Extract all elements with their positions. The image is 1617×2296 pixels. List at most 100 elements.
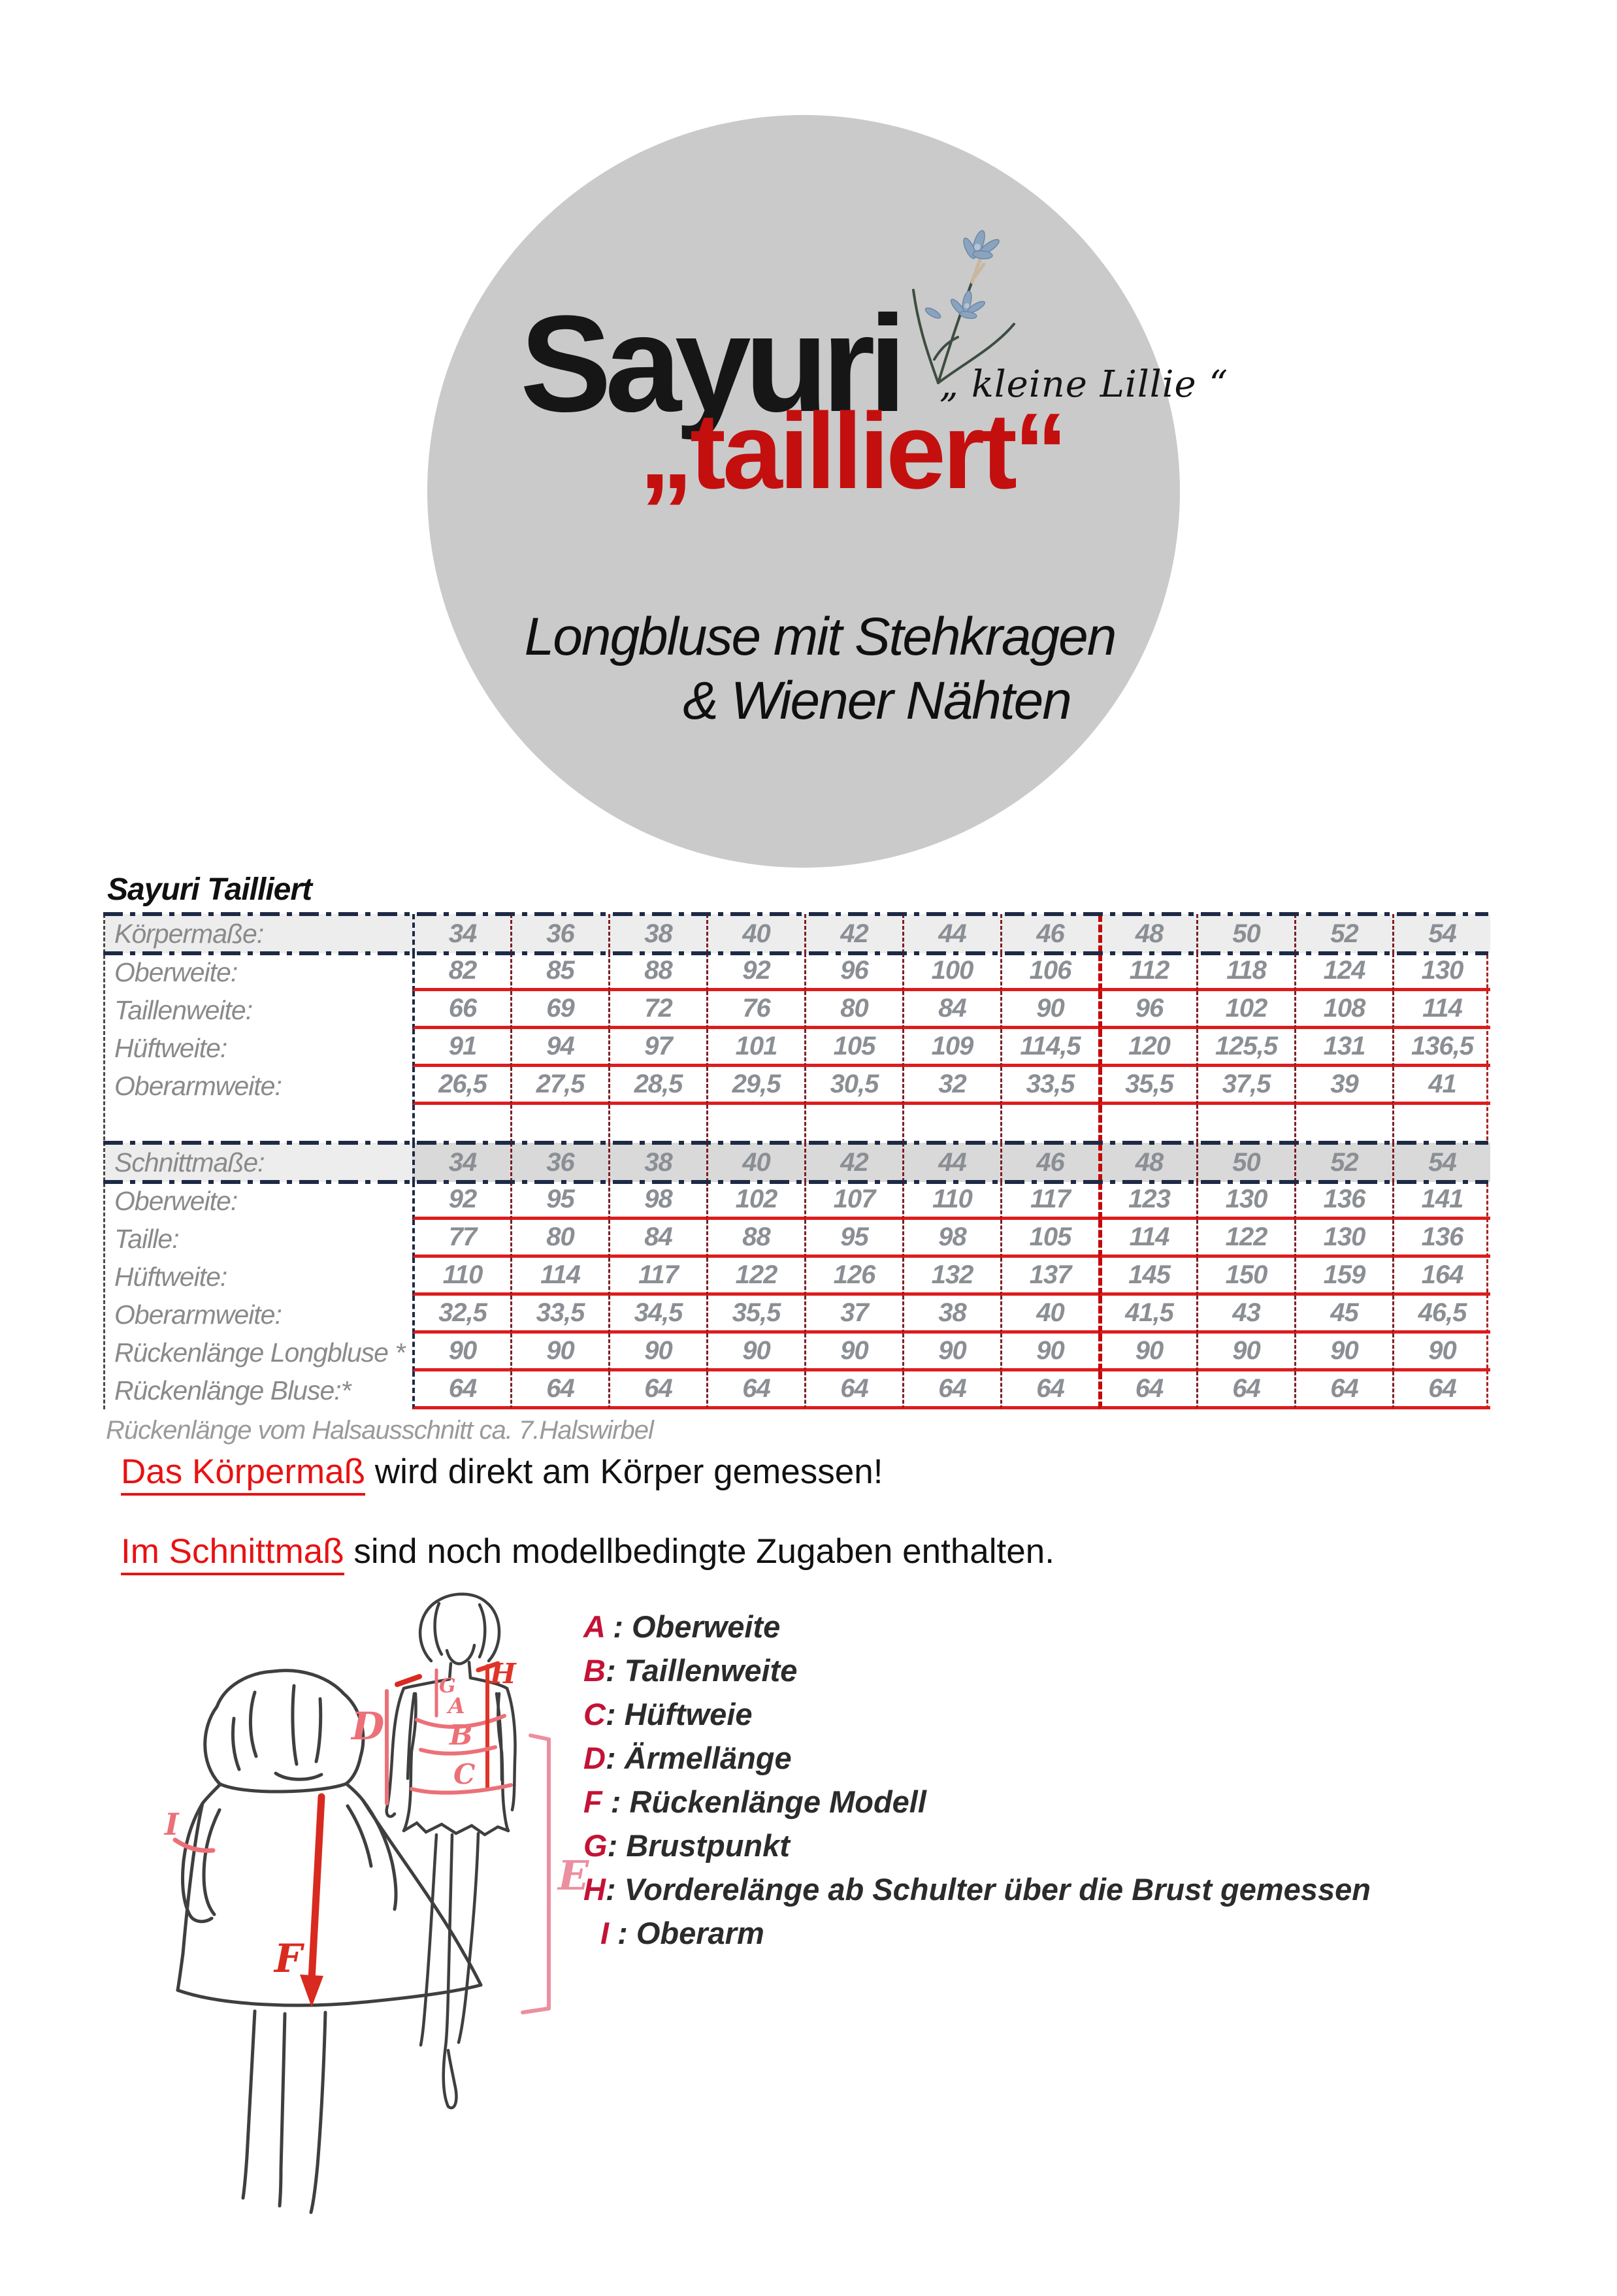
measurement-value: 122 <box>706 1258 804 1296</box>
measurement-value: 96 <box>804 953 902 991</box>
measurement-value: 33,5 <box>1000 1067 1098 1105</box>
legend-letter: D <box>583 1741 606 1775</box>
spacer-cell <box>706 1105 804 1143</box>
size-column-header: 44 <box>902 914 1000 953</box>
subtitle-line-1: Longbluse mit Stehkragen <box>524 607 1117 666</box>
measurement-value: 145 <box>1098 1258 1196 1296</box>
measurement-value: 90 <box>1196 1334 1294 1371</box>
size-column-header: 50 <box>1196 914 1294 953</box>
measurement-value: 64 <box>1294 1371 1392 1409</box>
legend-letter: I <box>600 1916 610 1950</box>
legend-letter: B <box>583 1653 606 1688</box>
table-section-header: Körpermaße: <box>105 914 412 953</box>
measurement-value: 37 <box>804 1296 902 1334</box>
measurement-value: 141 <box>1392 1182 1490 1220</box>
measurement-row-label: Rückenlänge Bluse:* <box>114 1375 351 1405</box>
size-column-header: 44 <box>902 1143 1000 1182</box>
measurement-value: 66 <box>412 991 510 1029</box>
measurement-value: 34,5 <box>608 1296 706 1334</box>
measurement-value: 97 <box>608 1029 706 1067</box>
measurement-value: 43 <box>1196 1296 1294 1334</box>
note-text: wird direkt am Körper gemessen! <box>365 1452 883 1491</box>
size-column-header: 40 <box>706 914 804 953</box>
size-column-header: 52 <box>1294 914 1392 953</box>
size-column-header: 54 <box>1392 1143 1490 1182</box>
measurement-value: 164 <box>1392 1258 1490 1296</box>
figure-back-view <box>176 1669 483 2214</box>
size-column-header: 42 <box>804 914 902 953</box>
legend-text: : Vorderelänge ab Schulter über die Brus… <box>605 1872 1371 1907</box>
measurement-value: 112 <box>1098 953 1196 991</box>
measurement-value: 96 <box>1098 991 1196 1029</box>
measure-marks-front <box>385 1661 551 2014</box>
measurement-value: 90 <box>1294 1334 1392 1371</box>
measurement-value: 105 <box>804 1029 902 1067</box>
figure-front-view <box>385 1592 517 2110</box>
spacer-cell <box>1392 1105 1490 1143</box>
sketch-label-G: G <box>439 1675 456 1697</box>
size-table: Körpermaße: 34 36 38 40 42 44 46 48 50 52 54 Oberwei… <box>103 912 1490 1409</box>
measurement-value: 80 <box>510 1220 608 1258</box>
legend-letter: F <box>583 1784 602 1819</box>
legend-text: : Rückenlänge Modell <box>602 1784 926 1819</box>
legend-letter: C <box>583 1697 606 1731</box>
measurement-value: 130 <box>1392 953 1490 991</box>
measurement-value: 125,5 <box>1196 1029 1294 1067</box>
note-text: sind noch modellbedingte Zugaben enthalt… <box>344 1532 1054 1571</box>
legend-item: F : Rückenlänge Modell <box>583 1780 1371 1824</box>
spacer-cell <box>902 1105 1000 1143</box>
measurement-value: 38 <box>902 1296 1000 1334</box>
size-column-header: 54 <box>1392 914 1490 953</box>
measurement-value: 30,5 <box>804 1067 902 1105</box>
legend-text: : Brustpunkt <box>607 1828 790 1863</box>
measurement-value: 27,5 <box>510 1067 608 1105</box>
sketch-label-B: B <box>449 1719 473 1751</box>
legend-item: D: Ärmellänge <box>583 1736 1371 1780</box>
measurement-row-label: Taillenweite: <box>114 994 253 1025</box>
measurement-value: 84 <box>608 1220 706 1258</box>
measurement-value: 64 <box>1000 1371 1098 1409</box>
measurement-value: 132 <box>902 1258 1000 1296</box>
measurement-value: 120 <box>1098 1029 1196 1067</box>
measurement-value: 77 <box>412 1220 510 1258</box>
measurement-row-label: Hüftweite: <box>114 1261 227 1292</box>
legend-text: : Hüftweie <box>605 1697 753 1731</box>
subtitle-line-2: & Wiener Nähten <box>683 671 1072 730</box>
brand-tagline: „ kleine Lillie “ <box>939 363 1229 406</box>
measurement-value: 64 <box>608 1371 706 1409</box>
measurement-value: 117 <box>1000 1182 1098 1220</box>
size-column-header: 38 <box>608 914 706 953</box>
legend-item: I : Oberarm <box>583 1911 1371 1955</box>
measurement-value: 100 <box>902 953 1000 991</box>
measurement-value: 90 <box>706 1334 804 1371</box>
spacer-cell <box>1196 1105 1294 1143</box>
measurement-value: 35,5 <box>706 1296 804 1334</box>
measurement-value: 130 <box>1294 1220 1392 1258</box>
measurement-value: 35,5 <box>1098 1067 1196 1105</box>
measurement-value: 85 <box>510 953 608 991</box>
legend-item: G: Brustpunkt <box>583 1824 1371 1867</box>
measurement-value: 90 <box>1000 991 1098 1029</box>
measurement-value: 126 <box>804 1258 902 1296</box>
spacer-cell <box>1000 1105 1098 1143</box>
size-column-header: 48 <box>1098 1143 1196 1182</box>
measurement-value: 76 <box>706 991 804 1029</box>
note-koerpermass: Das Körpermaß wird direkt am Körper geme… <box>121 1452 883 1496</box>
measurement-value: 45 <box>1294 1296 1392 1334</box>
measurement-value: 88 <box>706 1220 804 1258</box>
sketch-label-F: F <box>273 1936 305 1982</box>
measurement-value: 108 <box>1294 991 1392 1029</box>
measurement-value: 80 <box>804 991 902 1029</box>
spacer-cell <box>608 1105 706 1143</box>
measurement-value: 64 <box>1098 1371 1196 1409</box>
spacer-cell <box>1294 1105 1392 1143</box>
measurement-value: 114 <box>1098 1220 1196 1258</box>
spacer-cell <box>412 1105 510 1143</box>
measurement-value: 46,5 <box>1392 1296 1490 1334</box>
measurement-value: 64 <box>1392 1371 1490 1409</box>
measurement-value: 88 <box>608 953 706 991</box>
measurement-value: 130 <box>1196 1182 1294 1220</box>
measurement-value: 64 <box>510 1371 608 1409</box>
measurement-value: 92 <box>706 953 804 991</box>
